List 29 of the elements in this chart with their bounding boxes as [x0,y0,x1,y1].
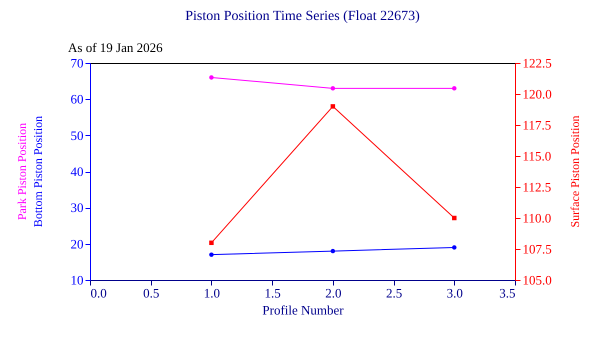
x-tick-label: 1.0 [204,286,220,300]
y-tick-label: 60 [70,92,84,107]
text: Bottom Piston Position [31,116,45,228]
text: Surface Piston Position [568,115,582,228]
chart-title: Piston Position Time Series (Float 22673) [185,9,420,24]
y2-tick-label: 112.5 [522,180,552,194]
x-tick-label: 2.5 [386,286,402,300]
y2-tick-label: 107.5 [522,242,552,256]
y-tick-label: 20 [70,236,84,252]
x-tick-label: 3.0 [446,286,463,300]
x-tick-label: 3.5 [499,286,516,300]
y-tick-label: 50 [70,128,84,143]
y2-tick-label: 105.0 [522,272,552,288]
y-tick-label: 10 [70,272,84,288]
x-tick-label: 2.0 [325,286,342,300]
x-tick-label: 1.5 [264,286,281,300]
y-tick-label: 40 [70,164,84,179]
text: Park Piston Position [15,122,29,220]
x-tick-label: 0.0 [90,286,107,300]
y-tick-label: 30 [70,200,84,216]
y2-tick-label: 120.0 [522,86,552,102]
y2-tick-label: 110.0 [522,210,552,226]
y2-tick-label: 115.0 [522,148,552,164]
text: As of 19 Jan 2026 [68,40,164,55]
y2-tick-label: 122.5 [522,56,552,70]
y-tick-label: 70 [70,56,84,70]
y2-tick-label: 117.5 [522,118,552,132]
x-tick-label: 0.5 [143,286,160,300]
x-axis-title: Profile Number [262,302,344,318]
